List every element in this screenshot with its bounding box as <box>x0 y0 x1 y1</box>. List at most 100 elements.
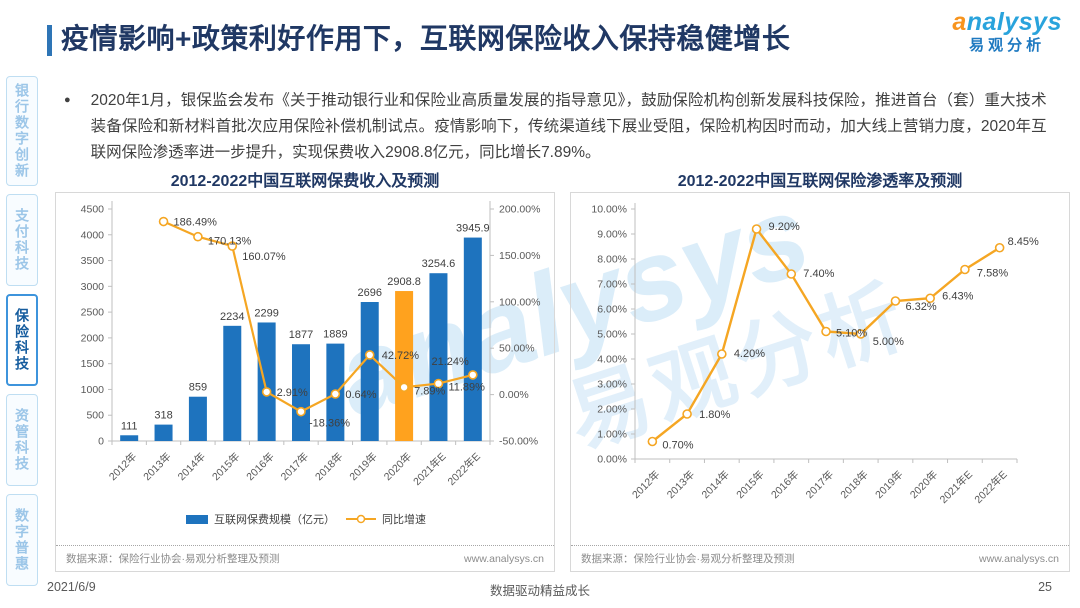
legend-bar-label: 互联网保费规模（亿元） <box>214 512 335 526</box>
growth-line <box>163 220 474 413</box>
bar-2020年 <box>395 291 414 441</box>
line-marker <box>855 329 866 339</box>
tick-label: 3.00% <box>597 379 627 391</box>
tick-label: 0.00% <box>597 454 627 466</box>
growth-value-label: 186.49% <box>174 217 218 229</box>
penetration-value-label: 6.43% <box>942 290 973 302</box>
growth-value-label: 7.89% <box>414 385 445 397</box>
right-chart-site: www.analysys.cn <box>979 552 1059 565</box>
penetration-value-label: 5.00% <box>873 336 904 348</box>
bar-2021年E <box>429 273 448 441</box>
sidebar-item-bank-digital[interactable]: 银行数字创新 <box>6 76 38 186</box>
left-chart-site: www.analysys.cn <box>464 552 544 565</box>
tick-label: 500 <box>86 410 104 422</box>
logo-text-cn: 易观分析 <box>969 37 1046 54</box>
bar-2022年E <box>463 237 482 441</box>
x-tick-label: 2019年 <box>872 468 905 501</box>
x-tick-label: 2015年 <box>734 468 767 501</box>
tick-label: 50.00% <box>499 343 535 355</box>
penetration-value-label: 5.10% <box>836 328 867 340</box>
tick-label: 4.00% <box>597 354 627 366</box>
penetration-chart: 0.00% 1.00% 2.00% 3.00% 4.00% 5.00% 6.00% 7.00%… <box>591 203 1039 506</box>
line-marker <box>994 242 1005 253</box>
sidebar-item-label: 保险科技 <box>14 308 30 372</box>
x-tick-label: 2017年 <box>803 468 836 501</box>
x-tick-label: 2012年 <box>629 468 662 501</box>
line-marker <box>468 370 478 380</box>
bar-value-label: 2234 <box>220 311 244 323</box>
premium-chart-box: 0 500 1000 1500 2000 2500 3000 3500 4000 4500 -50.… <box>55 192 555 572</box>
growth-value-label: 42.72% <box>382 350 420 362</box>
x-tick-label: 2018年 <box>312 450 345 483</box>
tick-label: 10.00% <box>591 204 627 216</box>
penetration-value-label: 1.80% <box>699 409 730 421</box>
line-marker <box>330 389 341 399</box>
penetration-value-label: 0.70% <box>662 440 693 452</box>
left-chart-footer: 数据来源：保险行业协会·易观分析整理及预测 www.analysys.cn <box>56 545 554 571</box>
x-tick-label: 2012年 <box>106 450 139 483</box>
bar-2012年 <box>120 435 139 441</box>
tick-label: 5.00% <box>597 329 627 341</box>
tick-label: 1500 <box>81 358 105 370</box>
penetration-value-label: 7.58% <box>977 268 1008 280</box>
bar-2015年 <box>223 325 242 441</box>
bullet-row: ● 2020年1月，银保监会发布《关于推动银行业和保险业高质量发展的指导意见》，… <box>64 88 1064 166</box>
sidebar-item-label: 银行数字创新 <box>14 83 30 179</box>
legend-line-marker <box>356 514 366 524</box>
tick-label: 2000 <box>81 332 105 344</box>
left-chart-source: 数据来源：保险行业协会·易观分析整理及预测 <box>66 553 280 565</box>
bar-2014年 <box>188 396 207 441</box>
x-tick-label: 2016年 <box>244 450 277 483</box>
bar-value-label: 3945.9 <box>456 223 490 235</box>
bar-2013年 <box>154 424 173 441</box>
logo-text-en: analysys <box>952 8 1062 36</box>
line-marker <box>751 224 762 234</box>
line-marker <box>786 269 797 279</box>
tick-label: 4000 <box>81 229 105 241</box>
line-marker <box>261 387 272 397</box>
line-marker <box>717 349 727 359</box>
x-tick-label: 2013年 <box>664 468 697 501</box>
tick-label: 6.00% <box>597 304 627 316</box>
bullet-text: 2020年1月，银保监会发布《关于推动银行业和保险业高质量发展的指导意见》，鼓励… <box>90 92 1047 161</box>
sidebar-item-digital-inclusion[interactable]: 数字普惠 <box>6 494 38 586</box>
sidebar-item-label: 数字普惠 <box>14 508 30 572</box>
tick-label: 200.00% <box>499 204 540 216</box>
right-chart-footer: 数据来源：保险行业协会·易观分析整理及预测 www.analysys.cn <box>571 545 1069 571</box>
bar-2017年 <box>292 344 310 441</box>
tick-label: 1.00% <box>597 429 627 441</box>
x-tick-label: 2017年 <box>278 450 311 483</box>
footer-slogan: 数据驱动精益成长 <box>489 584 590 598</box>
x-tick-label: 2013年 <box>141 450 174 483</box>
tick-label: 3500 <box>81 255 105 267</box>
analysys-logo: analysys 易观分析 <box>952 8 1062 54</box>
tick-label: 8.00% <box>597 254 627 266</box>
tick-label: 9.00% <box>597 229 627 241</box>
bar-2016年 <box>257 322 276 441</box>
line-marker <box>682 409 692 419</box>
bar-value-label: 2908.8 <box>387 276 421 288</box>
sidebar-item-payment-tech[interactable]: 支付科技 <box>6 194 38 286</box>
legend-bar-swatch <box>186 515 208 524</box>
x-tick-label: 2022年E <box>445 450 483 488</box>
line-marker <box>296 406 306 417</box>
line-marker <box>399 382 409 393</box>
growth-value-label: 21.24% <box>432 356 470 368</box>
x-tick-label: 2018年 <box>838 468 871 501</box>
sidebar: 银行数字创新 支付科技 保险科技 资管科技 数字普惠 <box>6 76 40 586</box>
growth-value-label: 170.13% <box>208 236 252 248</box>
line-marker <box>890 296 901 306</box>
sidebar-item-insurance-tech[interactable]: 保险科技 <box>6 294 38 386</box>
bar-value-label: 3254.6 <box>422 258 456 270</box>
sidebar-item-label: 资管科技 <box>14 408 30 472</box>
penetration-value-label: 4.20% <box>734 348 765 360</box>
x-tick-label: 2019年 <box>347 450 380 483</box>
bullet-icon: ● <box>64 94 71 106</box>
penetration-chart-box: 0.00% 1.00% 2.00% 3.00% 4.00% 5.00% 6.00% 7.00%… <box>570 192 1070 572</box>
x-tick-label: 2022年E <box>972 468 1010 506</box>
tick-label: 0.00% <box>499 389 529 401</box>
tick-label: 1000 <box>81 384 105 396</box>
x-tick-label: 2016年 <box>768 468 801 501</box>
tick-label: 2.00% <box>597 404 627 416</box>
sidebar-item-asset-mgmt-tech[interactable]: 资管科技 <box>6 394 38 486</box>
